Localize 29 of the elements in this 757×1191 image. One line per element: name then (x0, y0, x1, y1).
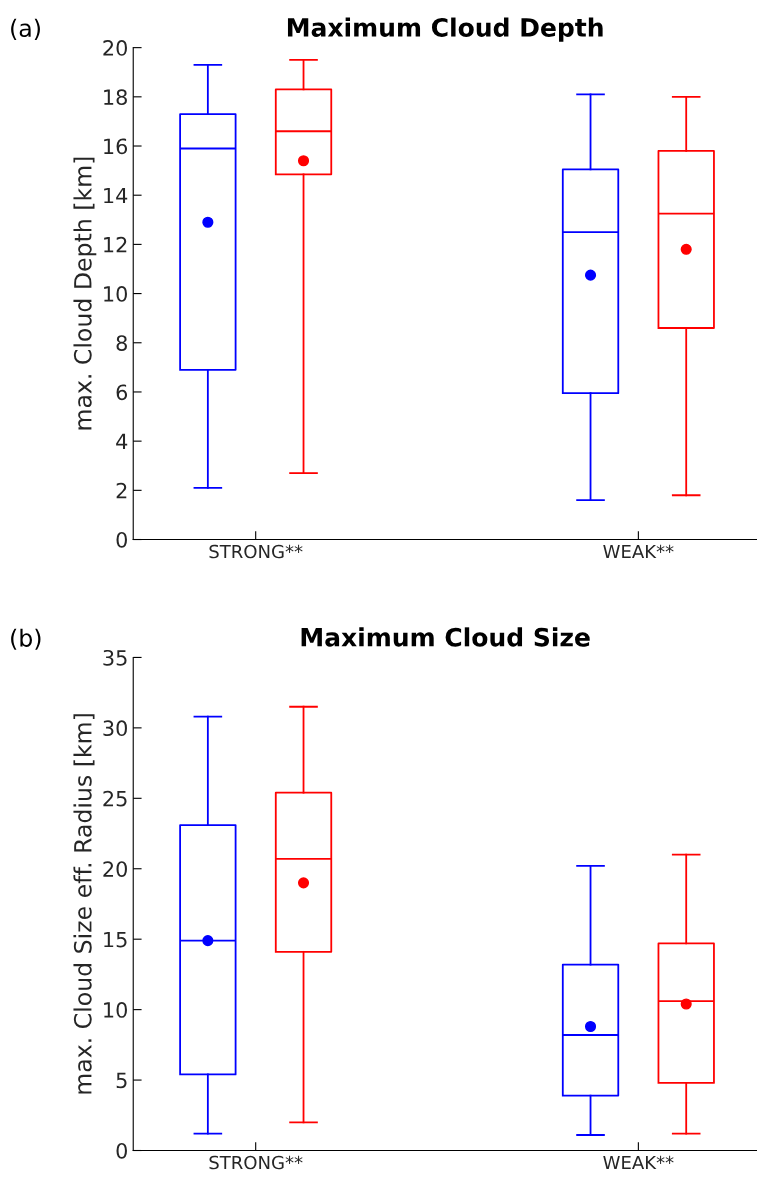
y-tick-label: 25 (103, 790, 127, 807)
y-tick-label: 10 (104, 1002, 127, 1018)
y-tick-label: 2 (116, 482, 127, 499)
y-tick-label: 18 (104, 89, 127, 106)
y-tick-label: 6 (116, 384, 128, 401)
x-tick-label: WEAK** (603, 544, 674, 559)
y-tick-label: 14 (104, 187, 128, 204)
y-tick-label: 16 (104, 138, 128, 155)
y-tick-label: 30 (103, 720, 127, 737)
y-tick-label: 20 (103, 861, 127, 877)
y-tick-label: 10 (104, 286, 127, 302)
text: (b) (11, 628, 41, 650)
x-tick-label: WEAK** (603, 1155, 674, 1170)
chart-title: Maximum Cloud Depth (287, 17, 603, 42)
x-tick-label: STRONG** (209, 1155, 303, 1170)
y-tick-label: 4 (116, 433, 128, 450)
text: (a) (11, 18, 40, 40)
chart-title: Maximum Cloud Size (301, 627, 590, 647)
y-tick-label: 35 (103, 649, 127, 666)
y-tick-label: 0 (116, 1142, 127, 1159)
y-tick-label: 5 (116, 1072, 127, 1089)
y-axis-title: max. Cloud Depth [km] (73, 157, 97, 430)
y-tick-label: 15 (104, 931, 127, 948)
y-tick-label: 8 (116, 335, 127, 351)
y-axis-title: max. Cloud Size eff. Radius [km] (73, 714, 95, 1094)
x-tick-label: STRONG** (209, 544, 303, 559)
y-tick-label: 20 (103, 40, 127, 56)
y-tick-label: 12 (104, 236, 127, 253)
y-tick-label: 0 (116, 531, 127, 548)
